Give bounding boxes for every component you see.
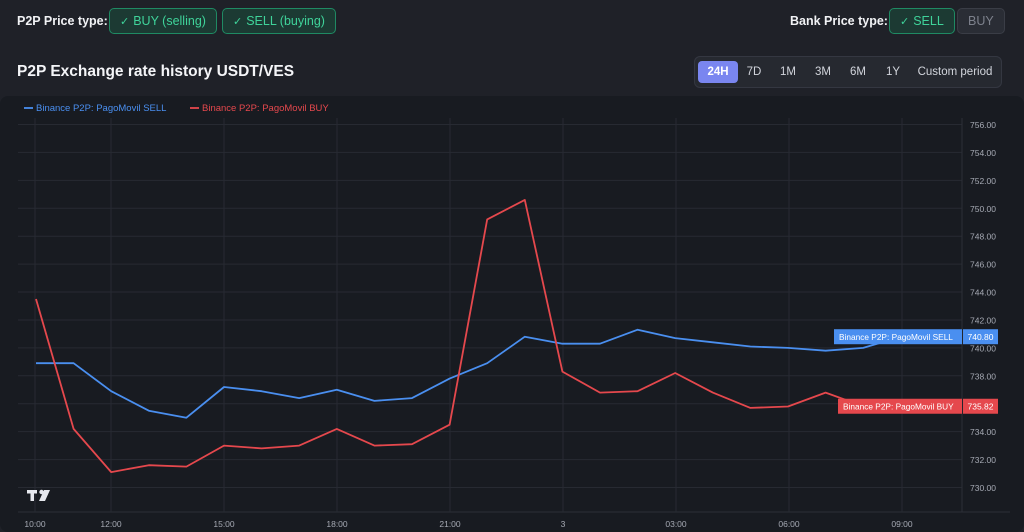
p2p-buy-selling-button[interactable]: ✓ BUY (selling) xyxy=(109,8,217,34)
period-3m[interactable]: 3M xyxy=(815,66,831,78)
last-value-tag xyxy=(963,398,998,414)
period-1y[interactable]: 1Y xyxy=(885,66,901,78)
y-tick-label: 746.00 xyxy=(970,260,996,270)
series-line-buy xyxy=(35,198,864,474)
check-icon: ✓ xyxy=(233,16,243,28)
period-selector: 24H 7D 1M 3M 6M 1Y Custom period xyxy=(694,56,1002,88)
chart-ticks: 730.00732.00734.00736.00738.00740.00742.… xyxy=(24,120,996,529)
chart-title: P2P Exchange rate history USDT/VES xyxy=(17,63,295,80)
chart-grid xyxy=(18,118,1010,513)
period-custom[interactable]: Custom period xyxy=(917,66,993,78)
legend-entry-sell: Binance P2P: PagoMovil SELL xyxy=(36,103,166,114)
x-tick-label: 21:00 xyxy=(439,519,461,529)
y-tick-label: 756.00 xyxy=(970,120,996,130)
period-6m[interactable]: 6M xyxy=(850,66,866,78)
series-name-tag xyxy=(838,398,962,414)
tradingview-logo-icon xyxy=(27,489,50,501)
y-tick-label: 738.00 xyxy=(970,371,996,381)
x-tick-label: 12:00 xyxy=(100,519,122,529)
bank-sell-label: SELL xyxy=(913,14,944,28)
last-value-text: 740.80 xyxy=(968,332,994,342)
y-tick-label: 754.00 xyxy=(970,148,996,158)
toolbar: P2P Price type: ✓ BUY (selling) ✓ SELL (bu… xyxy=(0,0,1024,44)
y-tick-label: 740.00 xyxy=(970,343,996,353)
y-tick-label: 730.00 xyxy=(970,483,996,493)
series-line-sell xyxy=(36,328,902,419)
series-name-tag-text: Binance P2P: PagoMovil BUY xyxy=(843,401,954,411)
p2p-sell-buying-button[interactable]: ✓ SELL (buying) xyxy=(222,8,336,34)
p2p-price-type-label: P2P Price type: xyxy=(17,14,108,28)
x-tick-label: 09:00 xyxy=(891,519,913,529)
y-tick-label: 742.00 xyxy=(970,315,996,325)
series-name-tag-text: Binance P2P: PagoMovil SELL xyxy=(839,332,953,342)
x-tick-label: 10:00 xyxy=(24,519,46,529)
bank-buy-button[interactable]: BUY xyxy=(957,8,1005,34)
last-value-tag xyxy=(963,329,998,345)
period-1m[interactable]: 1M xyxy=(780,66,796,78)
x-tick-label: 06:00 xyxy=(778,519,800,529)
y-tick-label: 752.00 xyxy=(970,176,996,186)
x-tick-label: 18:00 xyxy=(326,519,348,529)
check-icon: ✓ xyxy=(900,16,910,28)
period-24h[interactable]: 24H xyxy=(698,61,738,83)
y-tick-label: 744.00 xyxy=(970,288,996,298)
series-name-tag xyxy=(834,329,962,345)
last-value-labels: Binance P2P: PagoMovil SELL 740.80 Binance… xyxy=(834,329,998,414)
bank-buy-label: BUY xyxy=(968,14,994,28)
x-tick-label: 15:00 xyxy=(213,519,235,529)
y-tick-label: 748.00 xyxy=(970,232,996,242)
y-tick-label: 734.00 xyxy=(970,427,996,437)
p2p-sell-buying-label: SELL (buying) xyxy=(246,14,325,28)
check-icon: ✓ xyxy=(120,16,130,28)
x-tick-label: 03:00 xyxy=(665,519,687,529)
chart-legend: Binance P2P: PagoMovil SELL Binance P2P: … xyxy=(24,103,329,114)
chart-lines xyxy=(35,198,902,474)
y-tick-label: 732.00 xyxy=(970,455,996,465)
bank-sell-button[interactable]: ✓ SELL xyxy=(889,8,955,34)
y-tick-label: 750.00 xyxy=(970,204,996,214)
period-7d[interactable]: 7D xyxy=(746,66,762,78)
bank-price-type-label: Bank Price type: xyxy=(790,14,888,28)
last-value-text: 735.82 xyxy=(968,402,994,412)
legend-entry-buy: Binance P2P: PagoMovil BUY xyxy=(202,103,329,114)
p2p-buy-selling-label: BUY (selling) xyxy=(133,14,206,28)
x-tick-label: 3 xyxy=(561,519,566,529)
